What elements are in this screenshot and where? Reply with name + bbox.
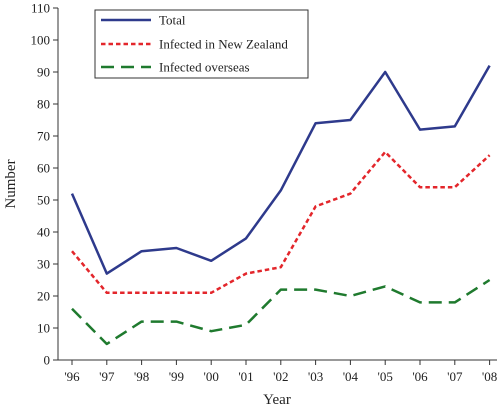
x-tick-label: '99	[169, 369, 184, 384]
legend-label: Infected in New Zealand	[159, 37, 288, 52]
x-tick-label: '97	[99, 369, 115, 384]
legend-label: Infected overseas	[159, 60, 250, 75]
legend: Total Infected in New Zealand Infected ove…	[94, 9, 309, 79]
x-tick-label: '98	[134, 369, 149, 384]
series-line-3	[71, 278, 491, 346]
x-tick-label: '04	[343, 369, 359, 384]
y-tick-label: 30	[37, 257, 50, 272]
x-tick-label: '07	[447, 369, 463, 384]
x-tick-label: '01	[238, 369, 253, 384]
x-tick-label: '96	[64, 369, 80, 384]
series-line-1	[70, 64, 491, 275]
x-tick-label: '00	[204, 369, 219, 384]
x-axis-title: Year	[263, 392, 291, 408]
x-tick-label: '02	[273, 369, 288, 384]
y-ticks: 0 10 20 30 40 50 60 70 80 90 100 110	[31, 1, 58, 368]
y-axis-title: Number	[3, 159, 19, 208]
y-tick-label: 10	[37, 321, 50, 336]
y-tick-label: 60	[37, 161, 50, 176]
y-tick-label: 50	[37, 193, 50, 208]
series-group	[70, 64, 491, 346]
y-tick-label: 40	[37, 225, 50, 240]
y-tick-label: 80	[37, 97, 50, 112]
x-tick-label: '06	[412, 369, 428, 384]
y-tick-label: 70	[37, 129, 50, 144]
y-tick-label: 110	[31, 1, 50, 16]
legend-label: Total	[159, 13, 186, 28]
y-tick-label: 20	[37, 289, 50, 304]
series-line-2	[71, 150, 491, 295]
y-tick-label: 90	[37, 65, 50, 80]
legend-box	[94, 9, 309, 79]
y-tick-label: 100	[31, 33, 51, 48]
x-tick-label: '03	[308, 369, 323, 384]
x-tick-label: '05	[378, 369, 393, 384]
x-tick-label: '08	[482, 369, 497, 384]
axes	[57, 8, 497, 361]
y-tick-label: 0	[44, 353, 51, 368]
x-ticks: '96 '97 '98 '99 '00 '01 '02 '03 '04 '05 '06 '07 '08	[64, 360, 497, 384]
